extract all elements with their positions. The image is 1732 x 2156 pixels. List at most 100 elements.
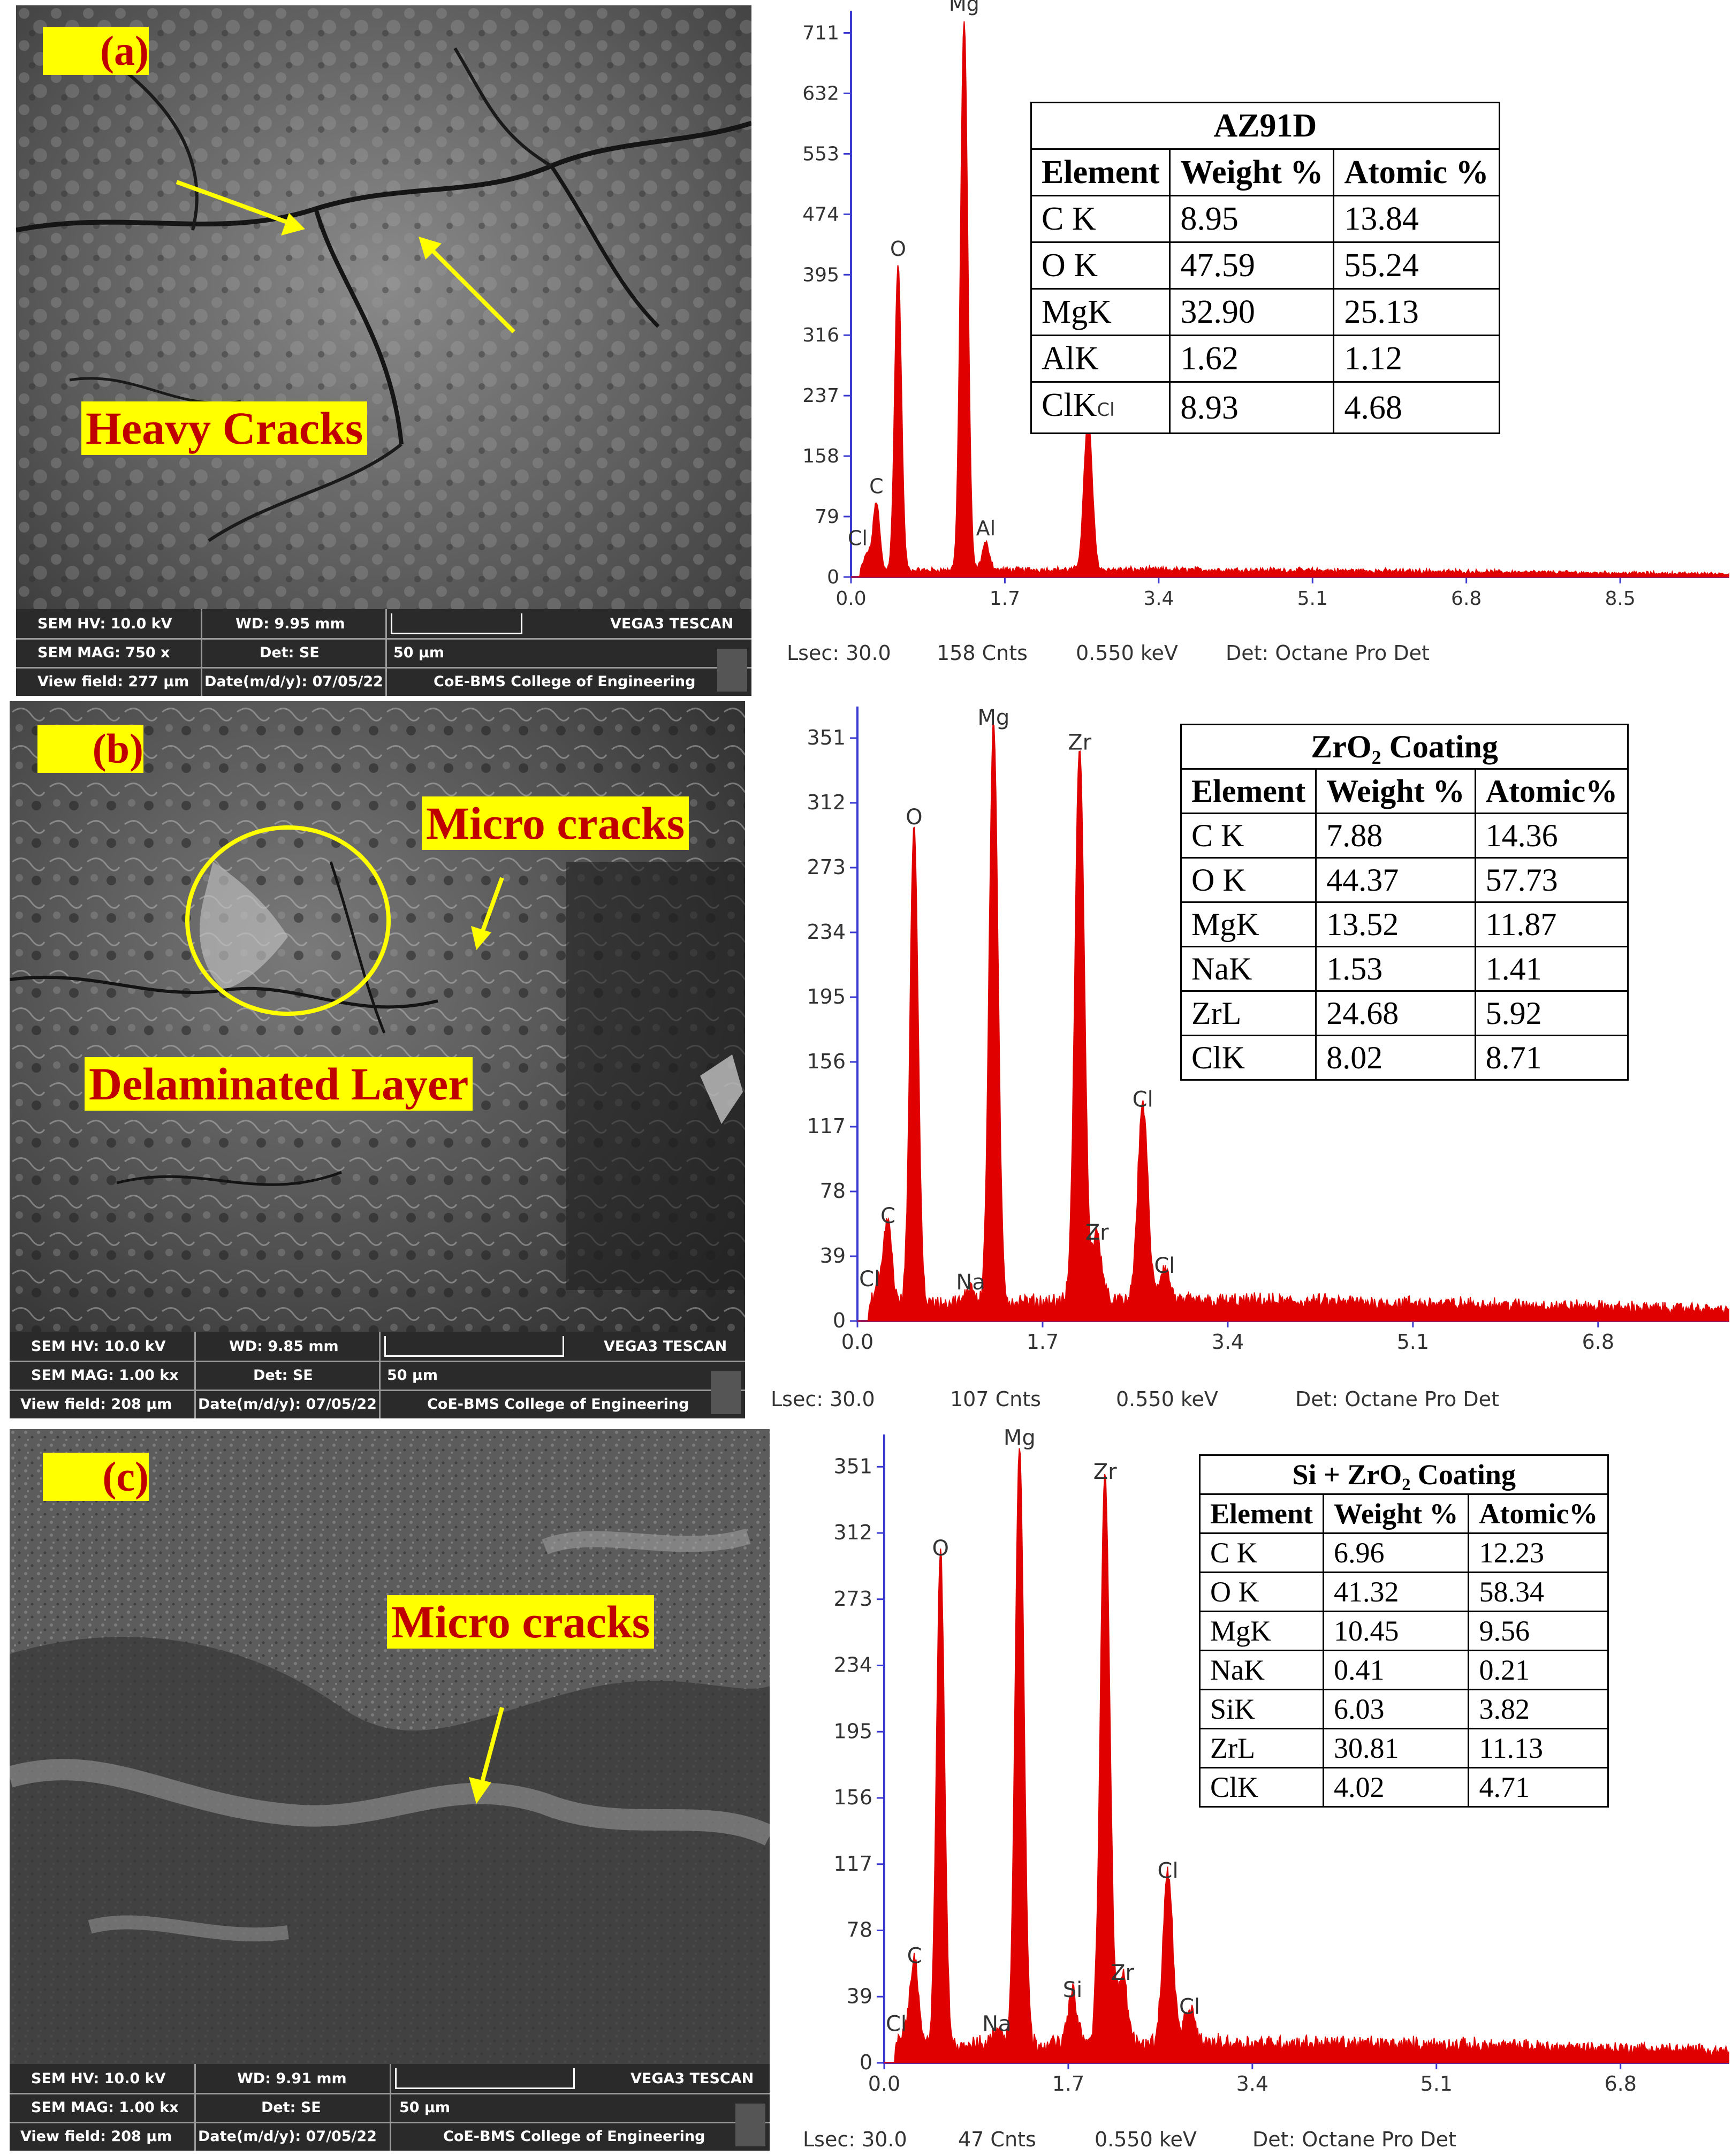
peak-label: Zr [1068,731,1091,755]
table-row: C K 7.88 14.36 [1180,813,1629,859]
eds-spectrum-b: 0 39 78 117 156 195 234 273 312 351 0.0 1.7 3.4 5.1 6.… [765,696,1732,1424]
peak-label: Na [956,1270,985,1295]
table-header: Atomic % [1333,148,1500,196]
table-cell: MgK [1180,901,1317,947]
footer-lsec: Lsec: 30.0 [771,1387,875,1411]
y-tick-label: 234 [833,1653,872,1677]
table-row: O K 47.59 55.24 [1030,241,1500,290]
y-tick-label: 632 [802,82,839,104]
corner-icon [711,1371,741,1414]
sem-info-bar-a: SEM HV: 10.0 kV WD: 9.95 mm VEGA3 TESCAN… [16,609,751,696]
table-cell: 11.87 [1474,901,1629,947]
footer-kev: 0.550 keV [1116,1387,1218,1411]
sem-date: Date(m/d/y): 07/05/22 [198,1396,377,1413]
sem-image-c: (c) Micro cracks SEM HV: 10.0 kV WD: 9.9… [10,1429,770,2151]
eds-spectrum-c: 0 39 78 117 156 195 234 273 312 351 0.0 1.7 3.4 5.1 6.… [781,1424,1732,2156]
table-row: C K 6.96 12.23 [1199,1532,1609,1573]
table-header: Element [1030,148,1171,196]
eds-spectrum-a: 0 79 158 237 316 395 474 553 632 711 0.0 1.7 3.4 5.1 6… [781,0,1732,696]
figure-row-a: (a) Heavy Cracks SEM HV: 10.0 kV WD: 9.9… [0,0,1732,696]
x-tick-label: 5.1 [1420,2072,1453,2096]
table-cell: 1.53 [1315,946,1476,992]
table-cell: 14.36 [1474,813,1629,859]
table-cell: O K [1199,1572,1324,1612]
table-header: Weight % [1315,768,1476,814]
table-row: O K 41.32 58.34 [1199,1572,1609,1612]
peak-label: Cl [1133,1088,1153,1112]
y-tick-label: 273 [833,1587,872,1611]
table-header: Weight % [1169,148,1335,196]
y-tick-label: 78 [847,1918,872,1942]
table-cell: O K [1030,241,1171,290]
y-tick-label: 195 [807,985,846,1008]
peak-label: Mg [949,0,979,16]
figure-row-b: (b) Micro cracks Delaminated Layer SEM H… [0,696,1732,1424]
table-cell: 10.45 [1322,1611,1470,1651]
table-cell: 4.71 [1468,1767,1609,1808]
table-cell: NaK [1180,946,1317,992]
annotation-micro-cracks-c: Micro cracks [387,1595,655,1649]
table-title: AZ91D [1030,102,1500,150]
peak-label: Si [1063,1978,1083,2002]
table-row: ClK 4.02 4.71 [1199,1767,1609,1808]
table-cell: SiK [1199,1689,1324,1729]
composition-table-b: ZrO₂ Coating Element Weight % Atomic% C … [1180,724,1629,1081]
table-cell: 58.34 [1468,1572,1609,1612]
table-cell: 1.62 [1169,335,1335,383]
sem-field: View field: 277 µm [37,673,189,690]
sem-lab: CoE-BMS College of Engineering [443,2128,705,2145]
composition-table-a: AZ91D Element Weight % Atomic % C K 8.95 1… [1030,102,1500,434]
y-tick-label: 273 [807,855,846,879]
y-tick-label: 156 [807,1050,846,1073]
table-cell: ClK [1199,1767,1324,1808]
table-row: MgK 32.90 25.13 [1030,288,1500,336]
table-cell: ClKCl [1030,381,1171,434]
x-tick-label: 5.1 [1397,1330,1429,1354]
table-cell: 4.68 [1333,381,1500,434]
corner-icon [717,649,747,692]
x-tick-label: 3.4 [1236,2072,1268,2096]
sem-image-b: (b) Micro cracks Delaminated Layer SEM H… [10,701,745,1418]
sem-brand: VEGA3 TESCAN [610,616,734,632]
sem-det: Det: SE [261,2099,321,2116]
eds-spectrum-plot-c: 0 39 78 117 156 195 234 273 312 351 0.0 1.7 3.4 5.1 6.… [833,1426,1729,2096]
y-tick-label: 39 [820,1244,846,1267]
scale-bar [391,613,522,634]
table-header: Atomic% [1474,768,1629,814]
peak-label: Cl [1179,1995,1200,2020]
table-cell: 57.73 [1474,857,1629,903]
table-cell: 25.13 [1333,288,1500,336]
y-tick-label: 79 [815,506,839,528]
sem-field: View field: 208 µm [20,2128,172,2145]
x-tick-label: 3.4 [1212,1330,1244,1354]
peak-label: Na [982,2011,1011,2036]
footer-cnts: 107 Cnts [950,1387,1041,1411]
table-header: Element [1199,1493,1324,1534]
sem-wd: WD: 9.91 mm [237,2070,347,2087]
peak-label: O [906,805,922,830]
table-cell: 24.68 [1315,990,1476,1036]
table-cell: 8.95 [1169,195,1335,243]
y-tick-label: 351 [833,1454,872,1478]
table-cell: 13.52 [1315,901,1476,947]
table-cell: 55.24 [1333,241,1500,290]
panel-label-a: (a) [43,27,149,75]
table-cell: 9.56 [1468,1611,1609,1651]
peak-label: Cl [1154,1254,1175,1278]
table-row: AlK 1.62 1.12 [1030,335,1500,383]
footer-det: Det: Octane Pro Det [1295,1387,1499,1411]
y-tick-label: 39 [847,1984,872,2008]
sem-mag: SEM MAG: 750 x [37,644,170,661]
sem-date: Date(m/d/y): 07/05/22 [198,2128,377,2145]
footer-kev: 0.550 keV [1095,2128,1197,2151]
composition-table-c: Si + ZrO₂ Coating Element Weight % Atomi… [1198,1454,1609,1808]
table-header: Atomic% [1468,1493,1609,1534]
table-row: C K 8.95 13.84 [1030,195,1500,243]
y-tick-label: 0 [833,1309,846,1332]
table-row: ZrL 24.68 5.92 [1180,990,1629,1036]
table-cell: 44.37 [1315,857,1476,903]
peak-label: Zr [1111,1961,1134,1985]
sem-mag: SEM MAG: 1.00 kx [31,2099,179,2116]
y-tick-label: 395 [802,264,839,286]
table-cell: 41.32 [1322,1572,1470,1612]
